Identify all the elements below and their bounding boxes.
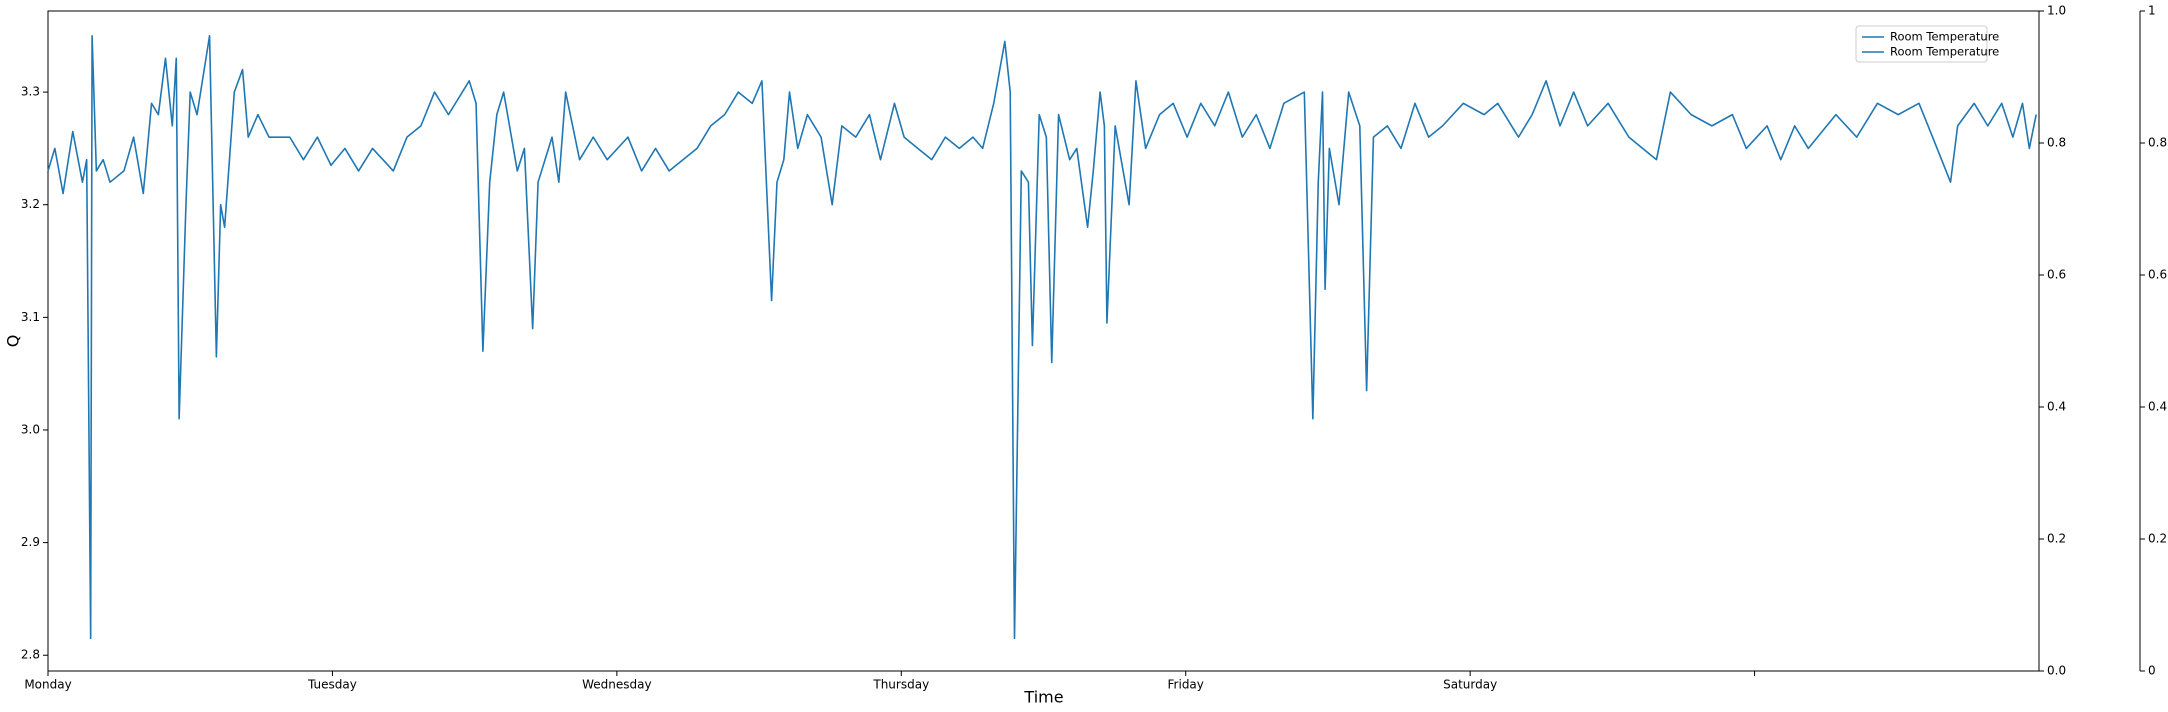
x-axis-label: Time [1023,688,1063,707]
y-axis-label: Q [4,335,23,348]
y2-tick-label: 0.2 [2047,532,2066,546]
y2-tick-label: 0.0 [2047,664,2066,678]
y3-tick-label: 0.8 [2148,136,2167,150]
legend-label: Room Temperature [1890,30,1999,44]
y3-tick-label: 0.6 [2148,268,2167,282]
legend-label: Room Temperature [1890,45,1999,59]
y-tick-label: 2.8 [21,648,40,662]
data-line [47,34,2037,640]
y-tick-label: 3.1 [21,310,40,324]
legend-box [1855,25,1988,63]
y2-tick-label: 0.8 [2047,136,2066,150]
y3-tick-label: 1 [2148,4,2156,18]
y-tick-label: 3.0 [21,422,40,436]
y2-tick-label: 1.0 [2047,4,2066,18]
x-tick-label: Thursday [872,678,929,692]
y3-tick-label: 0.2 [2148,532,2167,546]
y-tick-label: 3.3 [21,85,40,99]
y-tick-label: 3.2 [21,197,40,211]
y3-tick-label: 0.4 [2148,400,2167,414]
y2-tick-label: 0.6 [2047,268,2066,282]
y2-tick-label: 0.4 [2047,400,2066,414]
y3-tick-label: 0 [2148,664,2156,678]
x-tick-label: Saturday [1443,678,1497,692]
x-tick-label: Wednesday [582,678,651,692]
x-tick-label: Tuesday [307,678,357,692]
plot-frame [47,10,2040,672]
x-tick-label: Friday [1168,678,1204,692]
x-tick-label: Monday [24,678,71,692]
y-tick-label: 2.9 [21,535,40,549]
